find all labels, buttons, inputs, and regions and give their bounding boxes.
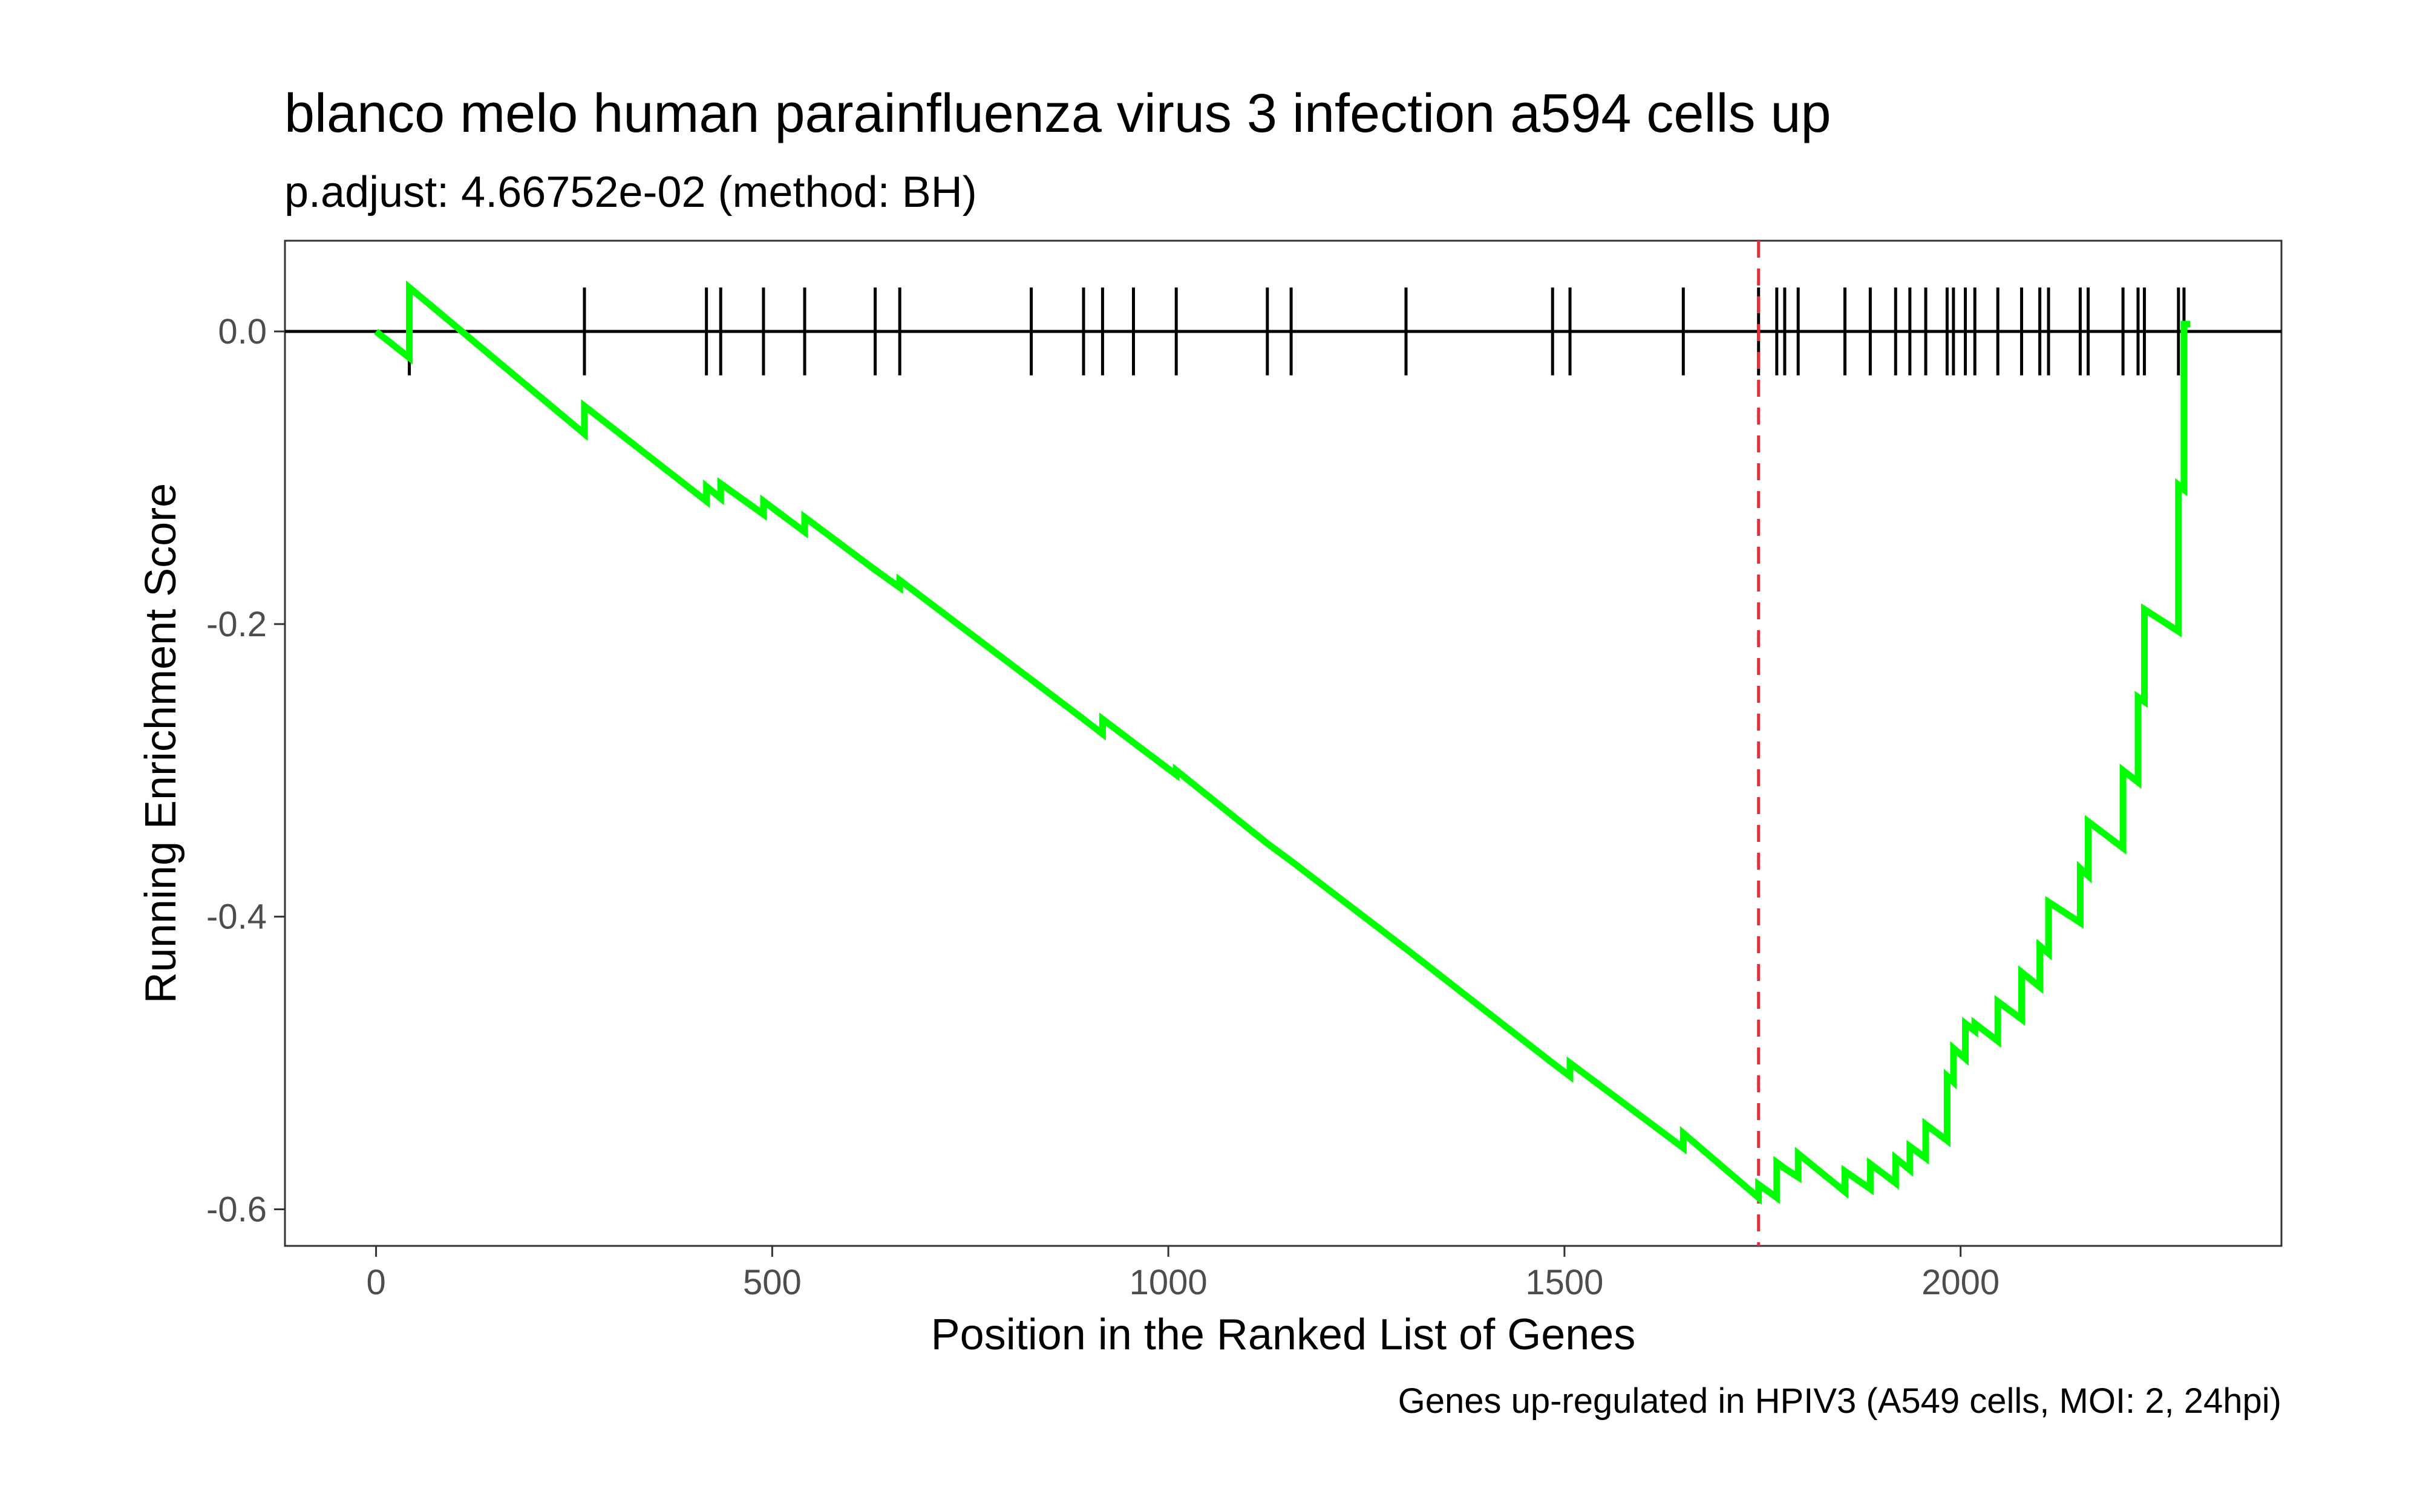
- x-axis: 0 500 1000 1500 2000: [366, 1246, 2000, 1302]
- y-axis: 0.0 -0.2 -0.4 -0.6: [206, 312, 285, 1230]
- x-tick-label: 2000: [1921, 1263, 2000, 1302]
- x-tick-label: 1500: [1525, 1263, 1603, 1302]
- x-tick-label: 500: [743, 1263, 802, 1302]
- y-tick-label: -0.6: [206, 1190, 267, 1230]
- y-axis-label: Running Enrichment Score: [137, 483, 185, 1003]
- chart-caption: Genes up-regulated in HPIV3 (A549 cells,…: [1398, 1381, 2281, 1421]
- y-tick-label: -0.4: [206, 898, 267, 937]
- x-tick-label: 1000: [1130, 1263, 1208, 1302]
- y-tick-label: -0.2: [206, 605, 267, 644]
- running-es-line: [374, 280, 2191, 1205]
- chart-subtitle: p.adjust: 4.66752e-02 (method: BH): [284, 168, 977, 217]
- plot-panel: [284, 240, 2283, 1247]
- x-axis-label: Position in the Ranked List of Genes: [931, 1311, 1636, 1359]
- x-tick-label: 0: [366, 1263, 385, 1302]
- chart-title: blanco melo human parainfluenza virus 3 …: [284, 83, 1831, 144]
- y-tick-label: 0.0: [218, 312, 267, 351]
